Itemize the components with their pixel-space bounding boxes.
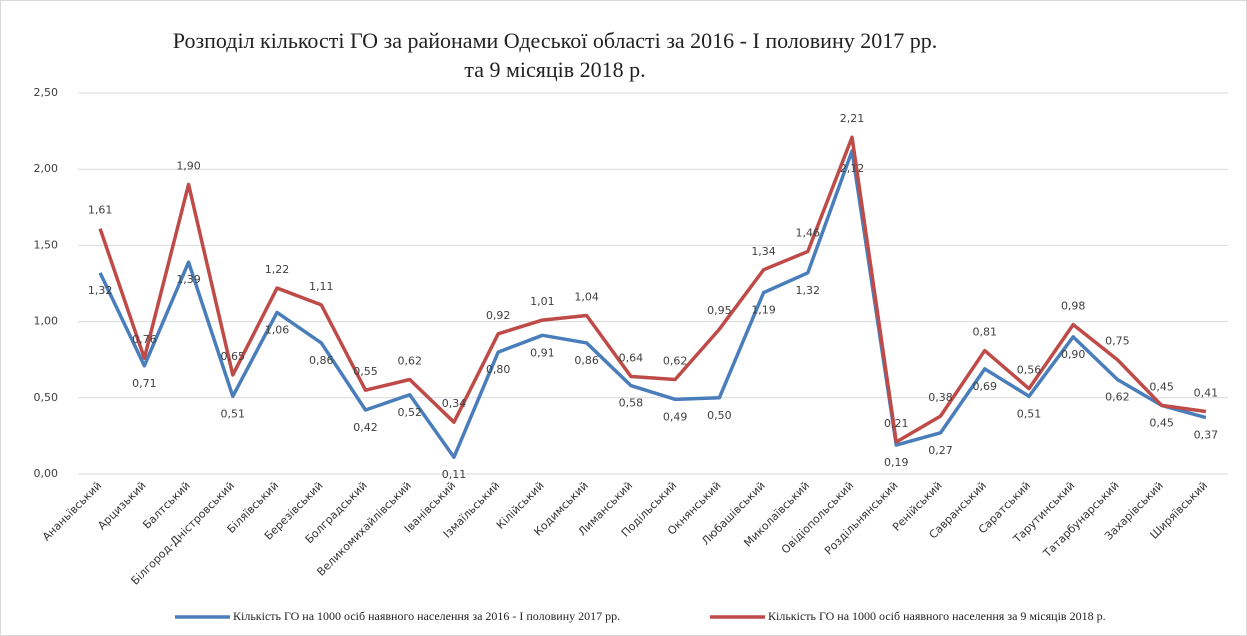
data-label: 1,06 xyxy=(265,323,290,336)
data-label: 1,34 xyxy=(751,245,776,258)
data-label: 0,55 xyxy=(353,365,378,378)
y-tick-label: 0,50 xyxy=(34,391,59,404)
data-label: 0,86 xyxy=(309,354,334,367)
data-label: 0,52 xyxy=(397,406,422,419)
data-label: 0,95 xyxy=(707,304,732,317)
data-label: 0,81 xyxy=(972,326,997,339)
data-label: 0,80 xyxy=(486,363,511,376)
data-label: 0,50 xyxy=(707,409,732,422)
data-label: 0,62 xyxy=(397,355,422,368)
data-label: 0,21 xyxy=(884,417,909,430)
data-label: 0,49 xyxy=(663,410,688,423)
data-label: 1,61 xyxy=(88,204,113,217)
data-label: 0,76 xyxy=(132,333,157,346)
data-label: 0,37 xyxy=(1194,429,1219,442)
data-label: 0,62 xyxy=(1105,391,1130,404)
data-label: 0,34 xyxy=(442,397,467,410)
data-label: 1,90 xyxy=(176,159,201,172)
data-label: 0,62 xyxy=(663,355,688,368)
data-label: 0,58 xyxy=(619,397,644,410)
series-line xyxy=(98,149,1207,459)
data-label: 1,11 xyxy=(309,280,334,293)
data-label: 1,46 xyxy=(796,226,821,239)
y-tick-label: 1,00 xyxy=(34,315,59,328)
data-label: 0,51 xyxy=(1017,407,1042,420)
data-label: 1,32 xyxy=(796,284,821,297)
data-label: 1,19 xyxy=(751,304,776,317)
chart-title: та 9 місяців 2018 р. xyxy=(464,57,645,82)
data-label: 0,45 xyxy=(1149,380,1174,393)
data-label: 0,71 xyxy=(132,377,157,390)
y-tick-label: 1,50 xyxy=(34,238,59,251)
series-line xyxy=(98,135,1207,444)
data-label: 0,69 xyxy=(972,380,997,393)
data-label: 0,51 xyxy=(221,407,246,420)
data-label: 1,01 xyxy=(530,295,555,308)
legend-label: Кількість ГО на 1000 осіб наявного насел… xyxy=(768,609,1106,623)
data-label: 0,45 xyxy=(1149,416,1174,429)
data-label: 0,19 xyxy=(884,456,909,469)
data-label: 0,98 xyxy=(1061,300,1086,313)
data-label: 1,32 xyxy=(88,284,113,297)
data-label: 0,11 xyxy=(442,468,467,481)
chart-title: Розподіл кількості ГО за районами Одеськ… xyxy=(173,28,937,53)
data-label: 0,86 xyxy=(574,354,599,367)
y-tick-label: 2,50 xyxy=(34,86,59,99)
data-label: 0,42 xyxy=(353,421,378,434)
legend-label: Кількість ГО на 1000 осіб наявного насел… xyxy=(233,609,620,623)
y-tick-label: 0,00 xyxy=(34,467,59,480)
data-label: 0,65 xyxy=(221,350,246,363)
data-label: 0,75 xyxy=(1105,335,1130,348)
y-tick-label: 2,00 xyxy=(34,162,59,175)
data-label: 0,38 xyxy=(928,391,953,404)
data-label: 1,04 xyxy=(574,291,599,304)
data-label: 0,92 xyxy=(486,309,511,322)
data-label: 0,41 xyxy=(1194,387,1219,400)
data-label: 1,39 xyxy=(176,273,201,286)
data-label: 0,90 xyxy=(1061,348,1086,361)
data-label: 1,22 xyxy=(265,263,290,276)
data-label: 0,56 xyxy=(1017,364,1042,377)
data-label: 0,91 xyxy=(530,346,555,359)
data-label: 0,27 xyxy=(928,444,953,457)
data-label: 2,21 xyxy=(840,112,865,125)
data-label: 0,64 xyxy=(619,351,644,364)
